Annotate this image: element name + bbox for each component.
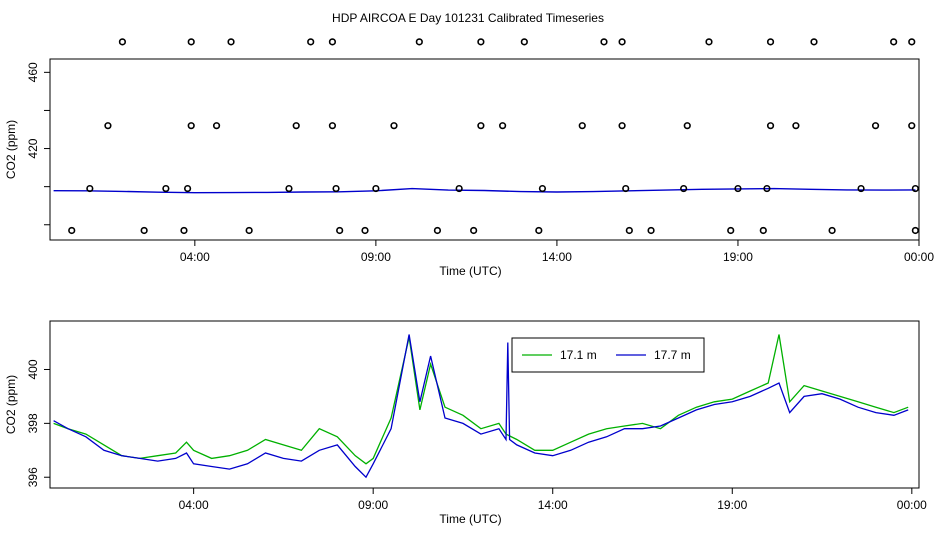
data-point	[683, 122, 691, 130]
data-point	[212, 122, 221, 130]
data-point	[183, 184, 192, 193]
data-point	[86, 184, 94, 193]
data-point	[871, 122, 880, 130]
data-point	[292, 122, 300, 130]
data-point	[187, 38, 195, 46]
data-point	[535, 226, 543, 235]
data-point	[328, 122, 337, 130]
panel-bottom: 04:00 09:00 14:00 19:00 00:00 Time (UTC) 396 39…	[4, 320, 927, 526]
data-point	[390, 122, 398, 130]
data-point	[162, 184, 170, 193]
legend-label: 17.7 m	[654, 348, 691, 362]
plot-frame	[49, 320, 920, 489]
plot-frame	[49, 58, 920, 241]
chart-title: HDP AIRCOA E Day 101231 Calibrated Times…	[332, 11, 604, 25]
data-point	[766, 38, 775, 46]
data-point	[792, 122, 800, 130]
data-point	[499, 122, 507, 130]
data-point	[828, 226, 836, 235]
data-point	[618, 122, 626, 130]
data-point	[890, 38, 898, 46]
y-tick-label: 396	[26, 467, 40, 487]
data-point	[908, 38, 916, 46]
data-point	[415, 38, 423, 46]
series-line	[53, 334, 909, 479]
data-point	[766, 122, 775, 130]
data-point	[433, 226, 442, 235]
data-point	[759, 226, 767, 235]
x-tick-label: 04:00	[179, 498, 209, 512]
data-point	[68, 226, 76, 235]
y-tick-label: 420	[26, 138, 40, 158]
data-point	[908, 122, 916, 130]
data-point	[477, 122, 485, 130]
data-point	[680, 184, 688, 193]
y-tick-label: 400	[26, 359, 40, 379]
legend-label: 17.1 m	[560, 348, 597, 362]
data-point	[810, 38, 818, 46]
data-point	[622, 184, 630, 193]
data-point	[727, 226, 735, 235]
data-point	[470, 226, 478, 235]
data-point	[227, 38, 235, 46]
x-tick-label: 00:00	[897, 498, 927, 512]
y-axis-label: CO2 (ppm)	[4, 375, 18, 434]
data-point	[911, 184, 919, 193]
data-point	[118, 38, 127, 46]
series-line	[53, 334, 909, 465]
data-point	[285, 184, 293, 193]
data-point	[104, 122, 112, 130]
data-point	[520, 38, 528, 46]
data-point	[140, 226, 148, 235]
data-point	[538, 184, 547, 193]
x-tick-label: 09:00	[358, 498, 388, 512]
data-point	[734, 184, 742, 193]
x-tick-label: 14:00	[538, 498, 568, 512]
data-point	[245, 226, 253, 235]
data-point	[911, 226, 919, 235]
data-point	[600, 38, 608, 46]
data-point	[857, 184, 865, 193]
x-tick-label: 04:00	[180, 250, 210, 264]
x-axis-label: Time (UTC)	[439, 512, 501, 526]
data-point	[361, 226, 369, 235]
data-point	[372, 184, 380, 193]
panel-top: 04:00 09:00 14:00 19:00 00:00 Time (UTC) 420 46…	[4, 38, 934, 278]
x-tick-label: 00:00	[904, 250, 934, 264]
x-tick-label: 09:00	[361, 250, 391, 264]
data-point	[455, 184, 463, 193]
data-point	[647, 226, 655, 235]
y-axis-label: CO2 (ppm)	[4, 120, 18, 179]
x-tick-label: 14:00	[542, 250, 572, 264]
x-tick-label: 19:00	[723, 250, 753, 264]
data-point	[180, 226, 188, 235]
data-point	[625, 226, 633, 235]
data-point	[187, 122, 195, 130]
data-point	[328, 38, 337, 46]
data-point	[578, 122, 586, 130]
data-point	[705, 38, 713, 46]
x-tick-label: 19:00	[717, 498, 747, 512]
data-point	[307, 38, 315, 46]
data-point	[618, 38, 626, 46]
data-point	[763, 184, 771, 193]
legend: 17.1 m 17.7 m	[511, 337, 705, 373]
data-point	[332, 184, 340, 193]
data-point	[477, 38, 485, 46]
mean-line	[53, 187, 916, 194]
x-axis-label: Time (UTC)	[439, 264, 501, 278]
data-point	[336, 226, 344, 235]
y-tick-label: 398	[26, 413, 40, 433]
y-tick-label: 460	[26, 62, 40, 82]
